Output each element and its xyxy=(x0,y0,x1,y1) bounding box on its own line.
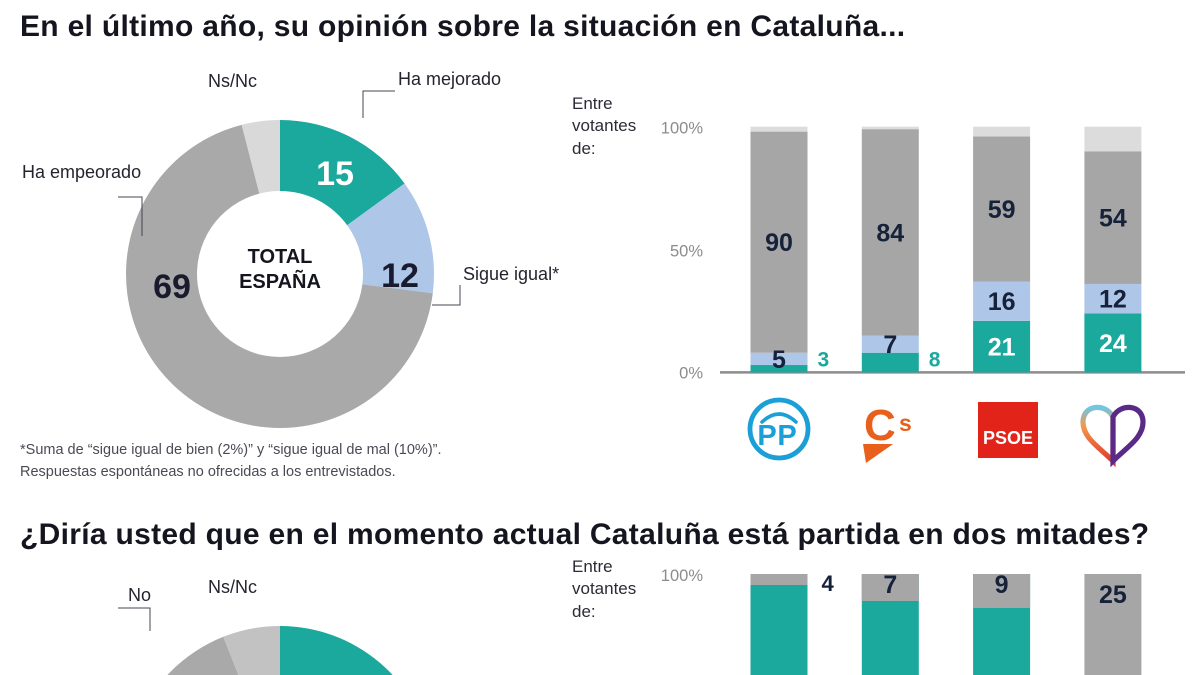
svg-text:25: 25 xyxy=(1099,581,1127,609)
svg-text:P: P xyxy=(757,420,776,452)
svg-text:24: 24 xyxy=(1099,330,1127,358)
svg-text:Ha mejorado: Ha mejorado xyxy=(398,69,501,89)
svg-text:TOTAL: TOTAL xyxy=(248,246,313,268)
svg-text:12: 12 xyxy=(381,257,419,295)
svg-text:Ns/Nc: Ns/Nc xyxy=(208,577,257,597)
svg-text:P: P xyxy=(777,420,796,452)
svg-text:3: 3 xyxy=(818,348,830,371)
svg-text:50%: 50% xyxy=(670,243,703,261)
svg-text:100%: 100% xyxy=(661,120,704,138)
svg-text:s: s xyxy=(899,410,912,436)
svg-text:Ha empeorado: Ha empeorado xyxy=(22,162,141,182)
svg-text:84: 84 xyxy=(876,219,904,247)
svg-text:100%: 100% xyxy=(661,567,704,585)
svg-text:No: No xyxy=(128,585,151,605)
svg-text:15: 15 xyxy=(316,155,354,193)
svg-text:Ns/Nc: Ns/Nc xyxy=(208,71,257,91)
svg-text:12: 12 xyxy=(1099,286,1127,314)
svg-text:16: 16 xyxy=(988,288,1016,316)
svg-text:59: 59 xyxy=(988,196,1016,224)
svg-text:21: 21 xyxy=(988,334,1016,362)
svg-text:ESPAÑA: ESPAÑA xyxy=(239,270,321,293)
svg-text:7: 7 xyxy=(883,331,897,359)
svg-text:8: 8 xyxy=(929,348,941,371)
svg-text:C: C xyxy=(864,401,896,450)
svg-text:9: 9 xyxy=(995,571,1009,599)
svg-text:69: 69 xyxy=(153,268,191,306)
svg-text:Sigue igual*: Sigue igual* xyxy=(463,264,559,284)
svg-text:0%: 0% xyxy=(679,364,703,382)
svg-text:PSOE: PSOE xyxy=(983,428,1033,448)
svg-text:90: 90 xyxy=(765,229,793,257)
svg-text:4: 4 xyxy=(822,571,835,596)
svg-text:5: 5 xyxy=(772,346,786,374)
svg-text:7: 7 xyxy=(883,571,897,599)
svg-text:54: 54 xyxy=(1099,205,1127,233)
